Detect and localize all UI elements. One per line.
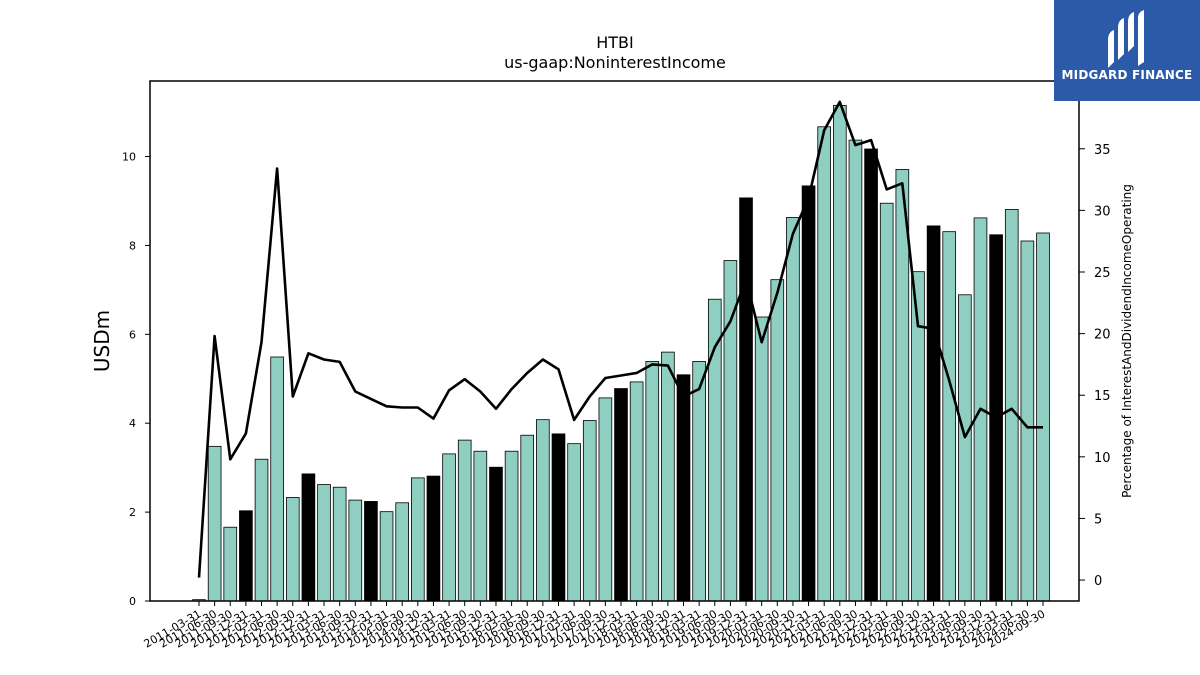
y-tick-label-right: 20: [1094, 328, 1111, 343]
y-tick-label-right: 5: [1094, 512, 1102, 527]
bar: [442, 453, 456, 602]
bar: [958, 294, 972, 602]
bar: [348, 499, 363, 602]
y-tick-label-left: 6: [129, 328, 136, 341]
bar: [239, 510, 253, 602]
bar: [801, 185, 816, 602]
bar: [629, 381, 644, 602]
bar: [926, 225, 941, 602]
bar: [582, 420, 597, 602]
bar: [645, 361, 660, 602]
bar: [770, 279, 785, 602]
y-tick-label-right: 15: [1094, 389, 1111, 404]
bar: [270, 356, 284, 602]
bar: [207, 445, 222, 602]
bar: [567, 443, 581, 602]
x-axis: 2011-03-312011-06-302011-09-302011-12-31…: [142, 601, 1048, 651]
ratio-line-series: [197, 100, 1043, 578]
bar: [833, 105, 847, 602]
y-tick-label-left: 8: [129, 239, 136, 252]
bar: [754, 316, 769, 602]
bar: [536, 419, 550, 602]
bar: [614, 388, 628, 602]
bar: [411, 477, 425, 602]
bar: [879, 202, 894, 602]
y-tick-label-right: 0: [1094, 574, 1102, 589]
bar: [1004, 209, 1019, 602]
bar: [942, 231, 957, 602]
bar: [786, 217, 800, 602]
bar: [254, 458, 269, 602]
y-tick-label-right: 30: [1094, 204, 1111, 219]
brand-logo: MIDGARD FINANCE: [1054, 0, 1200, 101]
y-tick-label-right: 10: [1094, 451, 1111, 466]
bar: [676, 374, 691, 602]
bar: [707, 298, 722, 602]
bar: [692, 361, 706, 602]
y-tick-label-left: 10: [122, 151, 136, 164]
bar: [661, 351, 675, 602]
bar: [379, 511, 394, 602]
bar: [457, 439, 472, 602]
chart-title: HTBI: [596, 33, 634, 52]
y-axis-label-left: USDm: [90, 310, 114, 372]
chart-subtitle: us-gaap:NoninterestIncome: [504, 53, 726, 72]
bar: [223, 526, 238, 602]
bar: [473, 450, 488, 602]
bar: [739, 197, 753, 602]
bar: [1036, 232, 1050, 602]
y-axis-right: 0 5 10 15 20 25 30 35: [1079, 143, 1111, 589]
y-tick-label-left: 4: [129, 417, 136, 430]
bar: [504, 450, 519, 602]
brand-name: MIDGARD FINANCE: [1061, 68, 1193, 82]
y-tick-label-left: 0: [129, 595, 136, 608]
bar: [520, 434, 535, 602]
bar: [864, 148, 878, 602]
y-tick-label-left: 2: [129, 506, 136, 519]
bar: [395, 502, 409, 602]
y-axis-left: 0 2 4 6 8 10: [122, 151, 150, 608]
bar: [598, 397, 613, 602]
bar: [489, 466, 503, 602]
bar: [364, 501, 378, 602]
bar-series: [192, 105, 1050, 602]
bar: [332, 486, 347, 602]
ratio-line: [197, 100, 1043, 578]
bar: [817, 126, 831, 602]
bar: [285, 497, 300, 602]
y-tick-label-right: 25: [1094, 266, 1111, 281]
bar: [426, 475, 441, 602]
bar: [301, 473, 316, 602]
bar: [848, 139, 863, 602]
y-tick-label-right: 35: [1094, 143, 1111, 158]
plot-frame: [149, 80, 1080, 602]
bar: [317, 484, 331, 602]
midgard-logo-icon: [1108, 10, 1144, 68]
bar: [551, 433, 566, 602]
y-axis-label-right: Percentage of InterestAndDividendIncomeO…: [1120, 184, 1134, 498]
